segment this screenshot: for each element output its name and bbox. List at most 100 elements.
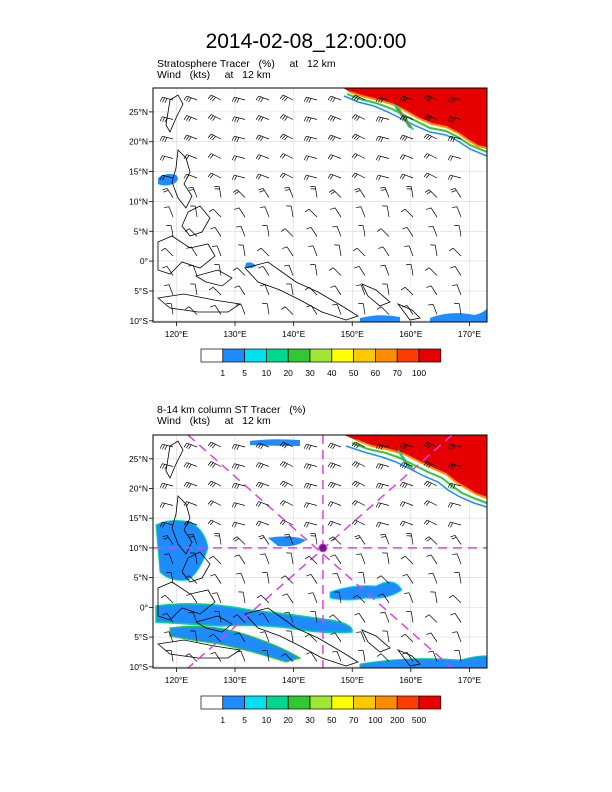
panel2-xtick-label: 170°E (458, 675, 482, 685)
panel1-wind-barb (303, 116, 318, 123)
panel2-wind-barb (232, 536, 246, 545)
panel2-wind-barb (255, 442, 270, 450)
panel1-wind-barb (279, 133, 294, 141)
panel2-colorbar-swatch (353, 695, 376, 710)
panel1-colorbar-swatch (266, 348, 289, 363)
panel1-wind-barb (183, 95, 198, 103)
panel1-tracer-blob-south (360, 315, 400, 322)
panel1-colorbar-swatch (396, 348, 420, 363)
panel1-wind-barb (236, 303, 246, 315)
panel1-wind-barb (166, 225, 174, 237)
panel1-wind-barb (310, 264, 318, 276)
panel2-wind-barb (210, 573, 222, 584)
panel2-wind-barb (400, 633, 414, 643)
panel2-colorbar-label: 30 (305, 715, 315, 725)
panel1-wind-barb (284, 264, 294, 276)
panel2-xtick-label: 120°E (165, 675, 189, 685)
panel2-wind-barb (351, 480, 366, 488)
panel2-wind-barb (332, 572, 342, 584)
panel2-wind-barb (162, 612, 174, 623)
panel2-wind-barb (303, 482, 318, 490)
panel2-wind-barb (424, 536, 438, 545)
panel1-wind-barb (183, 134, 198, 142)
panel1-wind-barb (376, 228, 390, 237)
panel1-wind-barb (231, 135, 246, 143)
panel2-wind-barb (399, 462, 414, 469)
panel2-wind-barb (447, 502, 462, 508)
panel2-colorbar-swatch (200, 695, 224, 710)
panel2-wind-barb (354, 612, 366, 623)
panel1-wind-barb (159, 174, 174, 181)
panel2-colorbar-swatch (418, 695, 442, 710)
panel1-wind-barb (310, 186, 318, 198)
panel1-wind-barb (190, 283, 198, 296)
panel2-wind-barb (284, 533, 294, 545)
panel1-wind-barb (159, 116, 174, 123)
panel1-wind-barb (303, 135, 318, 143)
panel2-tracer-filament (397, 449, 416, 472)
panel2-wind-barb (286, 630, 294, 643)
panel2-wind-barb (402, 573, 414, 584)
panel1-wind-barb (426, 207, 438, 218)
panel2-wind-barb (351, 441, 366, 449)
panel1-wind-barb (400, 208, 414, 218)
panel1-ytick-label: 25°N (129, 107, 148, 117)
panel2-wind-barb (352, 594, 366, 604)
panel2-subtitle-line1: 8-14 km column ST Tracer (%) (157, 404, 306, 416)
panel2-wind-barb (188, 533, 198, 545)
panel1-wind-barb (378, 246, 390, 257)
panel2-wind-barb (207, 500, 222, 506)
panel2-ytick-label: 5°N (134, 573, 148, 583)
panel2-wind-barb (327, 462, 342, 469)
panel2-xtick-label: 140°E (282, 675, 306, 685)
panel1-wind-barb (423, 153, 438, 159)
panel1-wind-barb (351, 133, 366, 141)
panel1-wind-barb (304, 286, 318, 296)
panel2-wind-barb (183, 501, 198, 507)
panel1-wind-barb (258, 187, 270, 198)
panel1-ytick-label: 15°N (129, 167, 148, 177)
panel2-wind-barb (236, 572, 246, 584)
panel1-colorbar-label: 20 (283, 368, 293, 378)
panel2-wind-barb (159, 502, 174, 508)
panel2-plot: 120°E 130°E 140°E 150°E 160°E 170°E 10°S 5°S 0° 5… (129, 434, 488, 685)
panel2-wind-barb (450, 612, 462, 623)
panel1-wind-barb (308, 245, 318, 257)
panel1-wind-barb (303, 155, 318, 161)
panel1-wind-barb (303, 174, 318, 181)
panel1-wind-barb (159, 155, 174, 161)
panel1-wind-barb (328, 267, 342, 276)
panel2-wind-barb (382, 552, 390, 565)
panel2-wind-barb (423, 461, 438, 468)
panel1-wind-barb (327, 95, 342, 103)
panel2-wind-barb (262, 572, 270, 584)
panel1-wind-barb (210, 226, 222, 237)
panel1-wind-barb (279, 172, 294, 179)
panel1-wind-barb (447, 96, 462, 104)
panel2-wind-barb (424, 614, 438, 623)
panel2-wind-barb (207, 480, 222, 488)
panel2-ytick-label: 25°N (129, 454, 148, 464)
panel1-colorbar-swatch (331, 348, 354, 363)
panel1-wind-barb (351, 153, 366, 159)
panel2-wind-barb (332, 650, 342, 662)
panel1-wind-barb (327, 154, 342, 160)
panel2-wind-barb (188, 611, 198, 623)
panel1-wind-barb (207, 153, 222, 159)
panel2-wind-barb (450, 534, 462, 545)
panel1-wind-barb (328, 189, 342, 198)
panel2-wind-barb (190, 552, 198, 565)
panel2-cross-section-line (187, 435, 453, 668)
panel1-wind-barb (423, 172, 438, 179)
panel2-wind-barb (430, 591, 438, 604)
panel1-wind-barb (279, 153, 294, 159)
panel1-tracer-orange-edge (349, 91, 487, 149)
panel2-wind-barb (351, 500, 366, 506)
panel2-wind-barb (159, 443, 174, 451)
panel2-wind-barb (255, 501, 270, 507)
panel2-tracer-patch-philippines (155, 520, 209, 581)
panel2-wind-barb (183, 462, 198, 469)
panel1-wind-barb (382, 205, 390, 218)
panel2-wind-barb (399, 501, 414, 507)
panel1-wind-barb (214, 264, 222, 276)
